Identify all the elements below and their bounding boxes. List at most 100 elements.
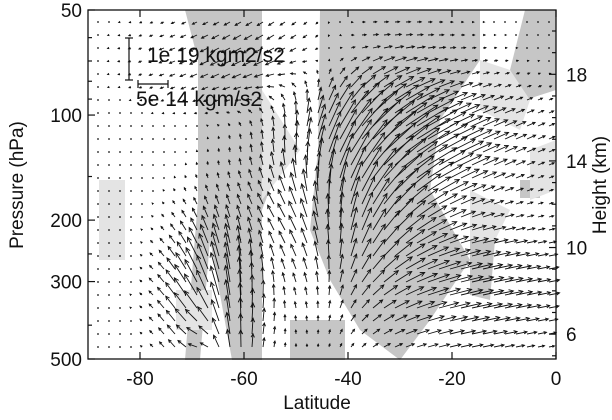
vector-arrow — [196, 163, 198, 165]
vector-arrow — [538, 332, 547, 335]
vector-arrow — [316, 48, 318, 50]
vector-arrow — [351, 344, 354, 347]
vector-arrow — [262, 294, 265, 308]
vector-arrow — [483, 172, 496, 178]
vector-arrow — [278, 190, 285, 204]
vector-dot — [152, 177, 154, 179]
vector-arrow — [163, 202, 165, 204]
vector-arrow — [178, 340, 186, 347]
vector-arrow — [280, 85, 285, 87]
y-tick-label: 100 — [50, 106, 82, 127]
vector-dot — [174, 164, 176, 166]
vector-dot — [97, 151, 99, 153]
vector-arrow — [171, 224, 175, 230]
vector-arrow — [140, 332, 142, 334]
vector-dot — [515, 34, 517, 36]
vector-arrow — [158, 287, 164, 295]
vector-dot — [119, 320, 121, 322]
vector-dot — [108, 151, 110, 153]
vector-arrow — [152, 112, 154, 113]
vector-arrow — [118, 47, 120, 49]
vector-arrow — [139, 35, 142, 37]
vector-arrow — [549, 228, 555, 230]
vector-dot — [108, 333, 110, 335]
vector-arrow — [527, 345, 535, 347]
vector-arrow — [195, 187, 197, 191]
vector-dot — [185, 151, 187, 153]
vector-arrow — [141, 229, 143, 231]
vector-dot — [97, 333, 99, 335]
vector-arrow — [527, 240, 537, 243]
vector-arrow — [160, 35, 164, 37]
vector-arrow — [158, 262, 164, 269]
vector-arrow — [167, 325, 175, 334]
vector-arrow — [179, 231, 186, 243]
vector-dot — [108, 164, 110, 166]
vector-arrow — [160, 74, 164, 76]
vector-arrow — [163, 190, 165, 192]
vector-arrow — [450, 153, 473, 165]
vector-arrow — [269, 22, 274, 25]
shade-region — [290, 320, 345, 360]
vector-dot — [119, 164, 121, 166]
vector-arrow — [483, 60, 487, 62]
vector-dot — [108, 320, 110, 322]
vector-arrow — [273, 298, 276, 308]
vector-arrow — [472, 143, 491, 152]
vector-arrow — [150, 35, 153, 37]
vector-arrow — [538, 98, 542, 100]
vector-dot — [119, 281, 121, 283]
vector-dot — [130, 268, 132, 270]
vector-dot — [97, 190, 99, 192]
vector-arrow — [269, 231, 274, 243]
vector-arrow — [316, 35, 318, 37]
y-tick-label: 50 — [61, 1, 82, 22]
vector-arrow — [271, 258, 274, 269]
vector-dot — [97, 60, 99, 62]
vector-dot — [108, 21, 110, 23]
vector-arrow — [282, 104, 285, 113]
vector-arrow — [280, 22, 285, 25]
reference-vertical-label: 1e 19 kgm2/s2 — [147, 44, 285, 67]
vector-arrow — [505, 174, 515, 178]
vector-arrow — [160, 238, 164, 243]
vector-arrow — [166, 296, 175, 308]
vector-dot — [130, 112, 132, 114]
vector-dot — [119, 99, 121, 101]
vector-arrow — [461, 302, 481, 308]
x-tick-label: 0 — [551, 369, 562, 390]
vector-arrow — [267, 85, 274, 87]
vector-arrow — [305, 302, 307, 308]
vector-arrow — [549, 136, 555, 139]
vector-arrow — [173, 201, 175, 204]
vector-arrow — [527, 122, 535, 126]
y2-tick-label: 6 — [566, 325, 577, 346]
vector-dot — [130, 346, 132, 348]
vector-dot — [130, 190, 132, 192]
vector-dot — [504, 21, 506, 23]
vector-arrow — [284, 329, 286, 334]
vector-arrow — [268, 218, 274, 230]
vector-arrow — [292, 22, 296, 25]
vector-arrow — [166, 310, 175, 321]
vector-dot — [141, 190, 143, 192]
vector-dot — [119, 125, 121, 127]
vector-arrow — [185, 163, 187, 165]
vector-dot — [119, 203, 121, 205]
vector-arrow — [439, 165, 462, 178]
vector-arrow — [170, 35, 175, 37]
vector-arrow — [292, 83, 296, 87]
vector-dot — [152, 164, 154, 166]
vector-arrow — [527, 202, 533, 204]
vector-arrow — [301, 228, 307, 243]
vector-arrow — [538, 240, 546, 243]
vector-dot — [97, 255, 99, 257]
vector-dot — [339, 21, 341, 23]
vector-arrow — [182, 22, 186, 24]
vector-arrow — [303, 60, 307, 62]
vector-arrow — [263, 338, 266, 347]
vector-dot — [152, 138, 154, 140]
vector-dot — [141, 216, 143, 218]
vector-arrow — [300, 213, 307, 230]
vector-dot — [108, 138, 110, 140]
